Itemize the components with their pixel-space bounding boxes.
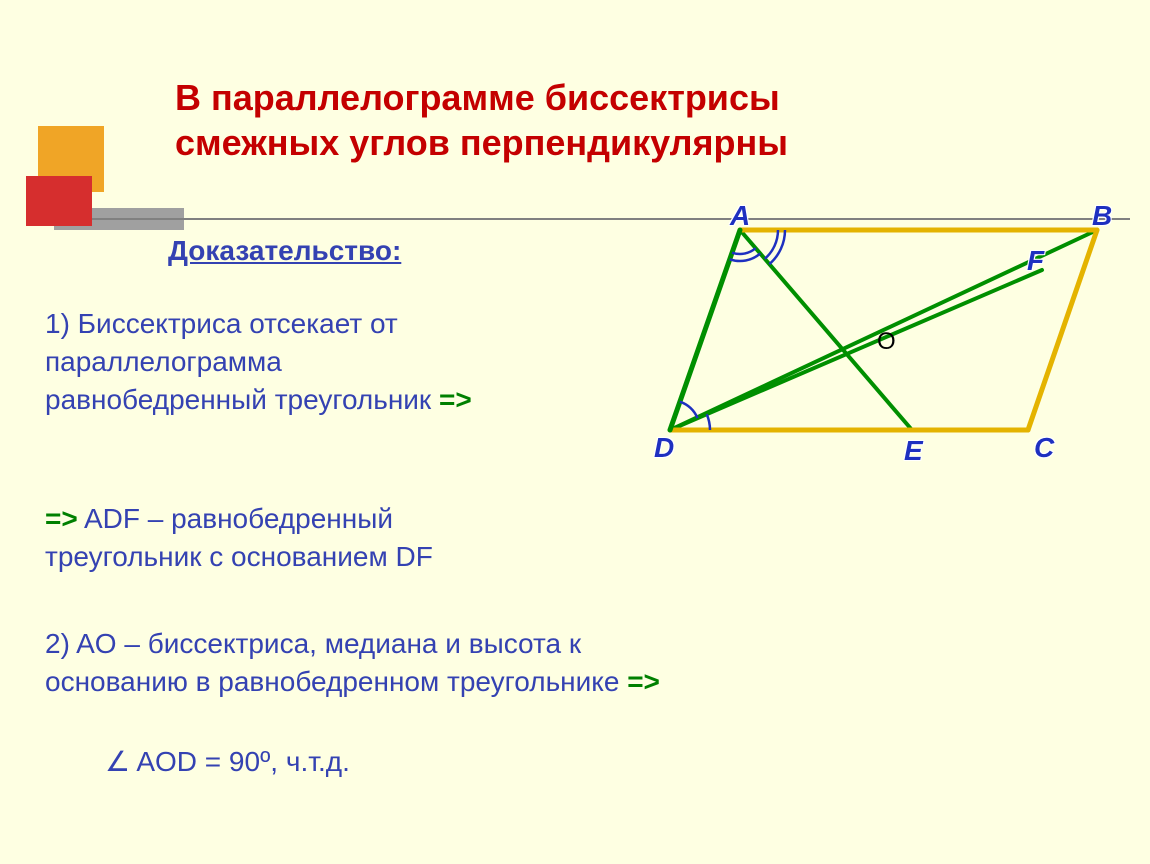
deco-red [26, 176, 92, 226]
proof-label: Доказательство: [168, 235, 401, 267]
vertex-label-f: F [1027, 245, 1044, 277]
angle-icon: ∠ [105, 745, 130, 779]
slide-title: В параллелограмме биссектрисы смежных уг… [175, 75, 975, 165]
adf-statement: => ADF – равнобедренный треугольник с ос… [45, 500, 605, 576]
conclusion: ∠ AOD = 90º, ч.т.д. [105, 745, 350, 779]
parallelogram-diagram: A B C D E F O [622, 200, 1132, 475]
step-2: 2) AO – биссектриса, медиана и высота к … [45, 625, 1025, 701]
vertex-label-d: D [654, 432, 674, 464]
adf-a: ADF – равнобедренный [78, 503, 393, 534]
conclusion-text: AOD = 90º, ч.т.д. [130, 746, 350, 777]
step1-a: 1) Биссектриса отсекает от [45, 308, 398, 339]
slide: В параллелограмме биссектрисы смежных уг… [0, 0, 1150, 864]
arrow-3: => [627, 666, 660, 697]
title-line2: смежных углов перпендикулярны [175, 122, 788, 163]
arrow-2: => [45, 503, 78, 534]
vertex-label-o: O [877, 328, 896, 356]
vertex-label-b: B [1092, 200, 1112, 232]
step1-b: параллелограмма [45, 346, 282, 377]
title-line1: В параллелограмме биссектрисы [175, 77, 780, 118]
arrow-1: => [439, 384, 472, 415]
vertex-label-c: C [1034, 432, 1054, 464]
step-1: 1) Биссектриса отсекает от параллелограм… [45, 305, 605, 418]
vertex-label-e: E [904, 435, 923, 467]
step1-c: равнобедренный треугольник [45, 384, 439, 415]
vertex-label-a: A [730, 200, 750, 232]
step2-a: 2) AO – биссектриса, медиана и высота к [45, 628, 581, 659]
step2-b: основанию в равнобедренном треугольнике [45, 666, 627, 697]
adf-b: треугольник с основанием DF [45, 541, 433, 572]
